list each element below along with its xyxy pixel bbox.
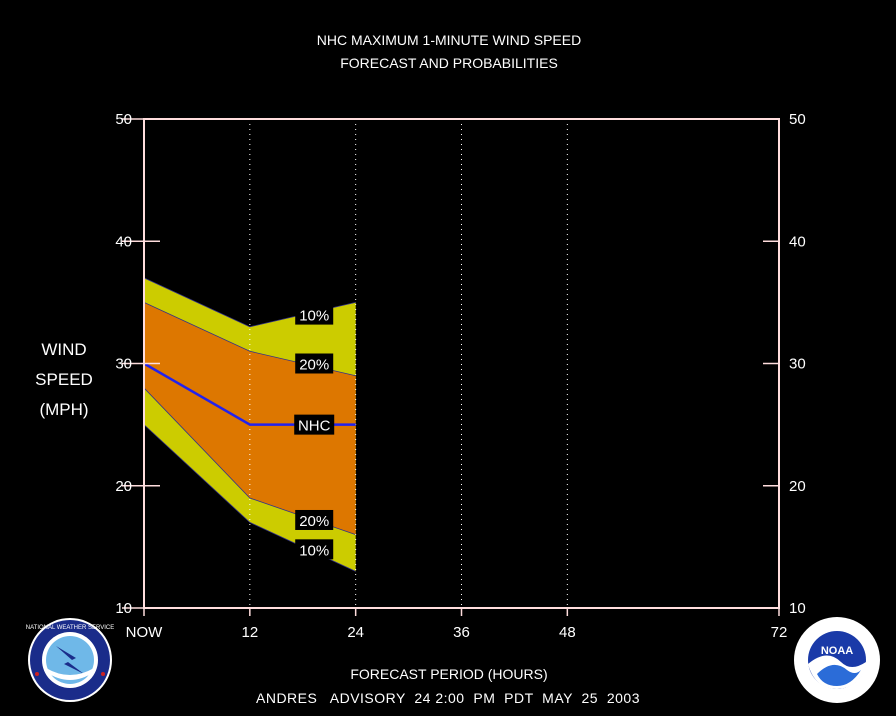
y-tick-label-right-20: 20 [789,478,806,495]
chart-title-line-1: NHC MAXIMUM 1-MINUTE WIND SPEED [317,32,581,48]
y-tick-label-right-10: 10 [789,600,806,617]
band-label-3: 20% [299,513,329,530]
x-tick-label-48: 48 [559,624,576,641]
x-tick-label-12: 12 [241,624,258,641]
band-label-box-2 [294,414,335,435]
x-axis-label: FORECAST PERIOD (HOURS) [350,666,547,682]
y-axis-right: 10 20 30 40 50 [763,111,806,617]
y-tick-label-left-30: 30 [115,356,132,373]
x-tick-label-NOW: NOW [126,624,164,641]
x-tick-label-72: 72 [771,624,788,641]
band-20-80 [144,302,356,535]
chart-title-line-2: FORECAST AND PROBABILITIES [340,55,558,71]
y-tick-label-right-30: 30 [789,356,806,373]
y-tick-label-left-40: 40 [115,233,132,250]
nws-logo: NATIONAL WEATHER SERVICE [26,618,114,702]
x-tick-label-36: 36 [453,624,470,641]
x-axis: NOW 12 24 36 48 72 [126,608,788,641]
y-tick-label-right-50: 50 [789,111,806,128]
band-label-box-4 [295,539,334,560]
advisory-footer: ANDRES ADVISORY 24 2:00 PM PDT MAY 25 20… [256,690,640,706]
x-tick-label-24: 24 [347,624,364,641]
band-label-1: 20% [299,357,329,374]
band-label-box-3 [295,509,334,530]
y-axis-label-line-3: (MPH) [39,400,88,419]
y-axis-label-line-1: WIND [41,340,86,359]
y-tick-label-right-40: 40 [789,233,806,250]
band-label-2: NHC [298,418,331,435]
y-tick-label-left-10: 10 [115,600,132,617]
y-tick-label-left-20: 20 [115,478,132,495]
y-axis-left: 10 20 30 40 50 [115,111,160,617]
y-tick-label-left-50: 50 [115,111,132,128]
noaa-logo: NOAA [794,617,880,703]
band-labels: 10% 20% NHC 20% 10% [294,304,335,560]
noaa-logo-text: NOAA [821,645,853,657]
band-label-box-0 [295,304,334,325]
band-label-box-1 [295,353,334,374]
band-label-0: 10% [299,308,329,325]
band-label-4: 10% [299,542,329,559]
nws-logo-text: NATIONAL WEATHER SERVICE [26,625,114,631]
y-axis-label-line-2: SPEED [35,370,93,389]
